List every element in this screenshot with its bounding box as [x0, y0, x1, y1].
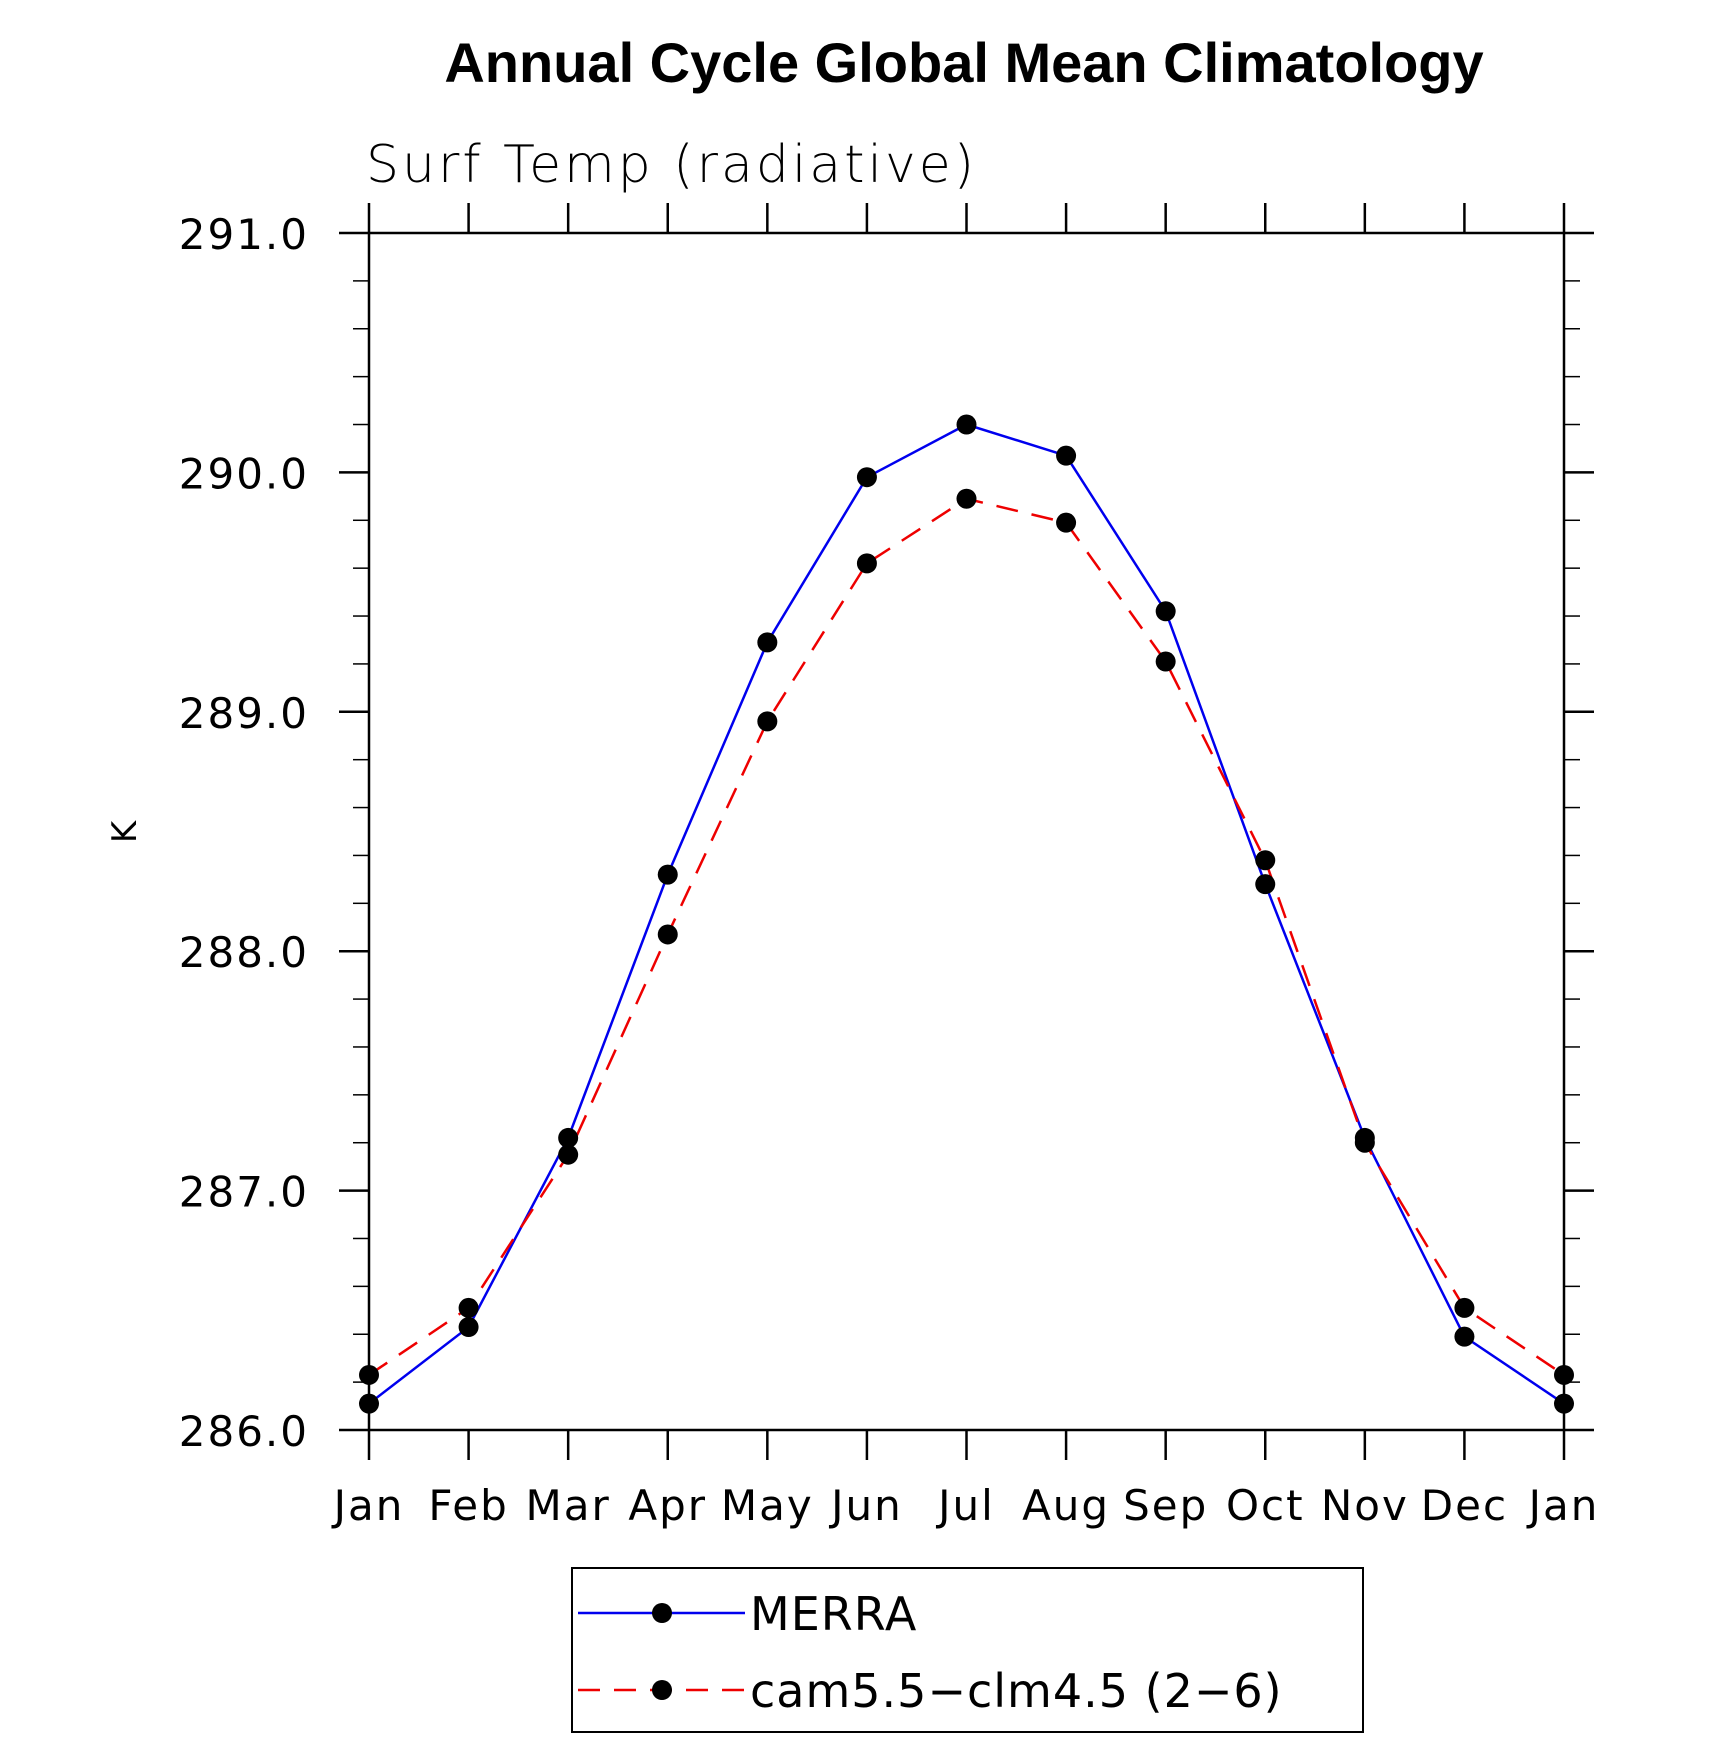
data-point [1255, 850, 1276, 871]
legend-box [571, 1567, 1364, 1733]
y-axis-label: K [105, 819, 145, 843]
series-lines [368, 423, 1565, 1405]
legend-swatch-marker [652, 1603, 672, 1623]
x-tick-label: Jan [331, 1481, 405, 1530]
data-point [657, 864, 678, 885]
y-tick-label: 290.0 [179, 449, 309, 498]
data-point [757, 711, 778, 732]
data-point [1255, 874, 1276, 895]
y-tick-label: 291.0 [179, 210, 309, 259]
data-point [359, 1364, 379, 1385]
data-point [359, 1393, 379, 1414]
chart-subtitle: Surf Temp (radiative) [366, 135, 977, 195]
x-tick-label: Oct [1226, 1481, 1305, 1530]
x-tick-label: Nov [1321, 1481, 1409, 1530]
x-tick-label: Mar [526, 1481, 611, 1530]
data-point [1056, 512, 1077, 533]
x-tick-label: Dec [1421, 1481, 1508, 1530]
series-markers [359, 414, 1574, 1414]
data-point [1155, 601, 1176, 622]
data-point [1454, 1297, 1475, 1318]
y-tick-label: 288.0 [179, 928, 309, 977]
x-tick-label: Jul [935, 1481, 995, 1530]
x-tick-label: May [721, 1481, 814, 1530]
legend-label: cam5.5−clm4.5 (2−6) [750, 1664, 1283, 1718]
axes [339, 203, 1594, 1460]
series-line [368, 497, 1565, 1376]
chart-title: Annual Cycle Global Mean Climatology [444, 31, 1483, 94]
data-point [956, 488, 977, 509]
x-tick-label: Feb [428, 1481, 508, 1530]
y-tick-label: 287.0 [179, 1168, 309, 1217]
data-point [458, 1297, 479, 1318]
data-point [1354, 1132, 1375, 1153]
data-point [558, 1144, 579, 1165]
x-tick-label: Jan [1526, 1481, 1600, 1530]
data-point [1056, 445, 1077, 466]
legend-entries: MERRA cam5.5−clm4.5 (2−6) [578, 1587, 1283, 1718]
data-point [757, 632, 778, 653]
data-point [956, 414, 977, 435]
x-tick-label: Jun [828, 1481, 903, 1530]
y-tick-labels: 286.0 287.0 288.0 289.0 290.0 291.0 [179, 210, 309, 1456]
y-tick-label: 289.0 [179, 689, 309, 738]
plot-frame [367, 231, 1566, 1432]
y-tick-label: 286.0 [179, 1407, 309, 1456]
data-point [1554, 1364, 1574, 1385]
data-point [1554, 1393, 1574, 1414]
x-tick-labels: Jan Feb Mar Apr May Jun Jul Aug Sep Oct Nov Dec Jan [331, 1481, 1600, 1530]
data-point [657, 924, 678, 945]
legend: MERRA cam5.5−clm4.5 (2−6) [571, 1567, 1364, 1733]
data-point [458, 1317, 479, 1338]
data-point [558, 1127, 579, 1148]
data-point [1454, 1326, 1475, 1347]
legend-label: MERRA [750, 1587, 917, 1641]
x-tick-label: Sep [1123, 1481, 1208, 1530]
x-tick-label: Apr [628, 1481, 707, 1530]
data-point [1155, 651, 1176, 672]
x-tick-label: Aug [1022, 1481, 1110, 1530]
legend-swatch-marker [652, 1680, 672, 1700]
data-point [856, 467, 877, 488]
series-line [368, 423, 1565, 1405]
data-point [856, 553, 877, 574]
